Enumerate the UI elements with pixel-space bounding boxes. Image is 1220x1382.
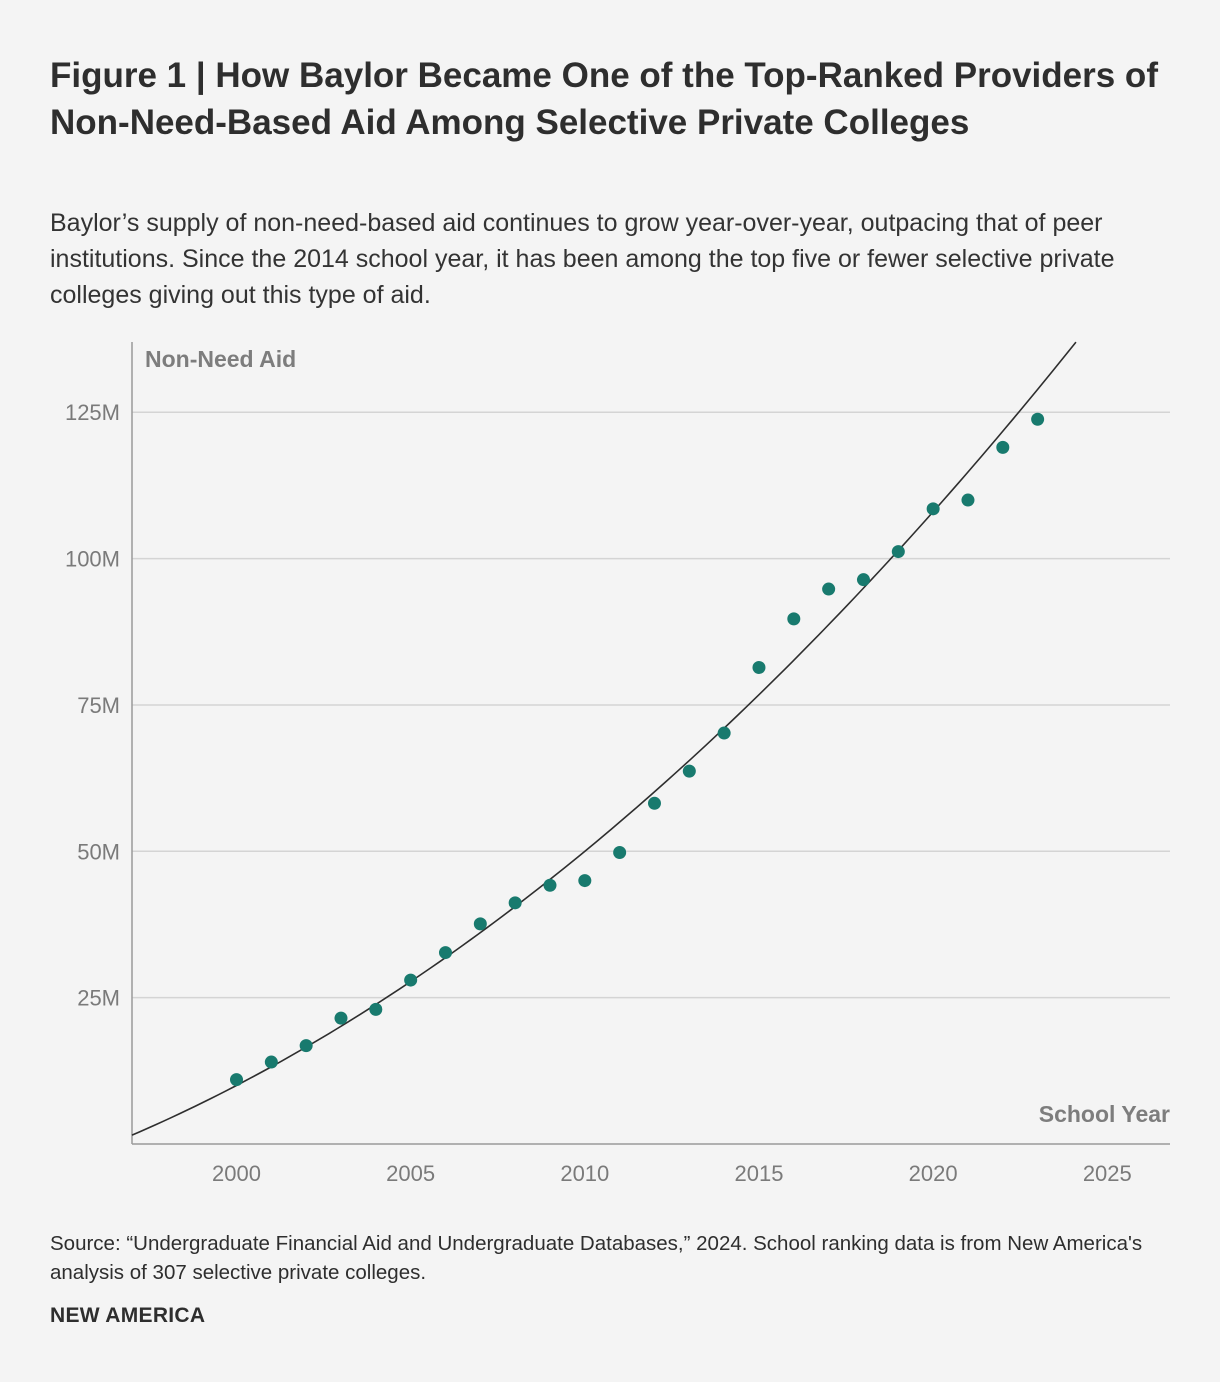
source-note: Source: “Undergraduate Financial Aid and… (50, 1232, 1143, 1284)
y-axis-title: Non-Need Aid (145, 346, 296, 372)
trendline (131, 341, 1077, 1136)
y-tick-label: 75M (77, 693, 120, 718)
data-point (543, 878, 557, 892)
data-point (473, 917, 487, 931)
x-tick-label: 2020 (909, 1161, 958, 1186)
data-point (404, 973, 418, 987)
chart-title: Figure 1 | How Baylor Became One of the … (50, 56, 1158, 142)
data-point (787, 612, 801, 626)
data-point (891, 545, 905, 559)
y-tick-label: 125M (65, 400, 120, 425)
data-point (856, 573, 870, 587)
y-tick-label: 50M (77, 839, 120, 864)
data-point (334, 1011, 348, 1025)
x-tick-label: 2025 (1083, 1161, 1132, 1186)
x-tick-label: 2000 (212, 1161, 261, 1186)
axes: Non-Need Aid School Year (131, 342, 1170, 1145)
data-point (299, 1039, 313, 1053)
data-point (752, 660, 766, 674)
data-point (647, 796, 661, 810)
data-point (822, 582, 836, 596)
data-point (961, 493, 975, 507)
data-point (613, 845, 627, 859)
trend-line (131, 341, 1077, 1136)
x-axis-title: School Year (1039, 1101, 1170, 1127)
data-point (1031, 412, 1045, 426)
x-tick-label: 2010 (560, 1161, 609, 1186)
data-point (229, 1073, 243, 1087)
data-point (996, 440, 1010, 454)
data-point (578, 874, 592, 888)
scatter-chart: Non-Need Aid School Year 25M 50M 75M 100M 12… (65, 341, 1170, 1186)
x-tick-label: 2005 (386, 1161, 435, 1186)
data-points (229, 412, 1045, 1087)
gridlines (132, 411, 1170, 999)
data-point (926, 502, 940, 516)
data-point (438, 946, 452, 960)
y-tick-label: 25M (77, 986, 120, 1011)
data-point (264, 1055, 278, 1069)
x-tick-label: 2015 (735, 1161, 784, 1186)
chart-subtitle: Baylor’s supply of non-need-based aid co… (50, 209, 1115, 309)
data-point (508, 896, 522, 910)
y-tick-label: 100M (65, 547, 120, 572)
data-point (682, 764, 696, 778)
data-point (369, 1002, 383, 1016)
data-point (717, 726, 731, 740)
tick-labels: 25M 50M 75M 100M 125M 2000 2005 2010 2015 2020 202… (65, 400, 1132, 1186)
brand-logo-text: NEW AMERICA (50, 1304, 206, 1327)
